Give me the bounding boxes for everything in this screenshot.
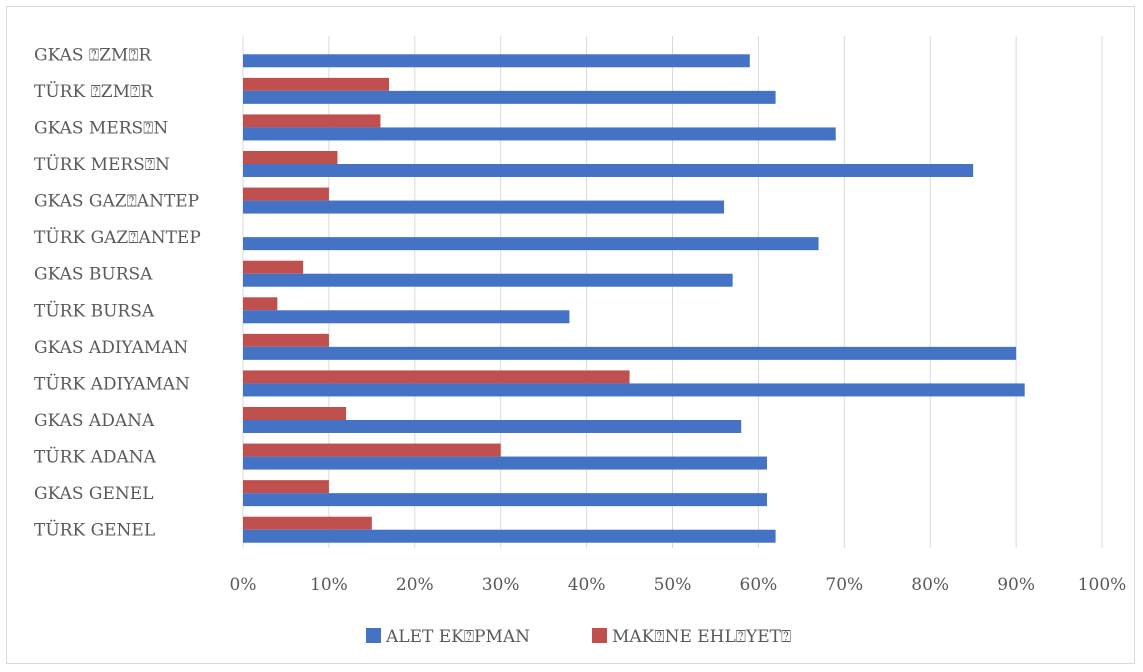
x-tick-label: 60% xyxy=(740,575,778,595)
legend-item-makine-ehliyeti-label: MAK⍰NE EHL⍰YET⍰ xyxy=(612,627,791,647)
bar-alet-ekipman xyxy=(243,456,767,470)
bar-alet-ekipman xyxy=(243,164,974,177)
bar-alet-ekipman xyxy=(243,383,1025,397)
bar-makine-ehliyeti xyxy=(243,151,338,164)
bar-alet-ekipman xyxy=(243,127,836,141)
category-label: GKAS BURSA xyxy=(34,265,153,285)
bar-alet-ekipman xyxy=(243,237,819,251)
bar-alet-ekipman xyxy=(243,200,725,214)
x-tick-label: 10% xyxy=(310,575,348,595)
bar-alet-ekipman xyxy=(243,273,733,287)
category-label: GKAS MERS⍰N xyxy=(34,118,168,138)
bar-makine-ehliyeti xyxy=(243,114,381,128)
category-label: GKAS GENEL xyxy=(34,484,153,504)
bar-alet-ekipman xyxy=(243,310,570,324)
category-label: TÜRK ⍰ZM⍰R xyxy=(34,81,154,102)
category-label: GKAS ADANA xyxy=(34,411,155,431)
legend-item-makine-ehliyeti-swatch xyxy=(592,628,607,643)
x-axis-tick-labels: 0% 10% 20% 30% 40% 50% 60% 70% 80% 90% 100% xyxy=(230,575,1127,595)
x-tick-label: 80% xyxy=(911,575,949,595)
bar-alet-ekipman xyxy=(243,346,1017,360)
bar-makine-ehliyeti xyxy=(243,443,501,457)
bar-makine-ehliyeti xyxy=(243,333,329,347)
category-label: TÜRK MERS⍰N xyxy=(34,154,170,175)
category-label: TÜRK GAZ⍰ANTEP xyxy=(34,227,201,248)
bar-makine-ehliyeti xyxy=(243,516,372,530)
bar-makine-ehliyeti xyxy=(243,260,304,274)
category-label: GKAS ADIYAMAN xyxy=(34,338,188,358)
x-tick-label: 0% xyxy=(230,575,257,595)
bar-makine-ehliyeti xyxy=(243,370,630,384)
x-tick-label: 100% xyxy=(1078,575,1127,595)
bar-makine-ehliyeti xyxy=(243,77,390,91)
bar-makine-ehliyeti xyxy=(243,407,347,420)
x-tick-label: 40% xyxy=(568,575,606,595)
x-tick-label: 30% xyxy=(482,575,520,595)
x-tick-label: 90% xyxy=(997,575,1035,595)
category-label: GKAS ⍰ZM⍰R xyxy=(34,45,153,65)
x-tick-label: 20% xyxy=(396,575,434,595)
legend: ALET EK⍰PMAN MAK⍰NE EHL⍰YET⍰ xyxy=(366,627,791,647)
chart-frame xyxy=(6,6,1135,664)
bar-alet-ekipman xyxy=(243,493,767,507)
category-label: TÜRK BURSA xyxy=(34,300,155,321)
category-labels: GKAS ⍰ZM⍰R TÜRK ⍰ZM⍰R GKAS MERS⍰N TÜRK MERS… xyxy=(34,45,201,540)
bar-makine-ehliyeti xyxy=(243,187,329,201)
legend-item-alet-ekipman-label: ALET EK⍰PMAN xyxy=(385,627,530,647)
bar-alet-ekipman xyxy=(243,420,742,433)
bars xyxy=(243,54,1025,543)
x-tick-label: 50% xyxy=(654,575,692,595)
category-label: TÜRK ADANA xyxy=(34,447,157,468)
x-tick-label: 70% xyxy=(825,575,863,595)
gridlines xyxy=(242,36,1103,548)
category-label: TÜRK ADIYAMAN xyxy=(34,373,190,394)
category-label: TÜRK GENEL xyxy=(34,520,155,541)
bar-alet-ekipman xyxy=(243,90,776,104)
legend-item-alet-ekipman-swatch xyxy=(366,628,381,643)
bar-makine-ehliyeti xyxy=(243,297,278,311)
bar-alet-ekipman xyxy=(243,54,750,68)
bar-alet-ekipman xyxy=(243,529,776,543)
category-label: GKAS GAZ⍰ANTEP xyxy=(34,192,199,212)
bar-makine-ehliyeti xyxy=(243,480,329,494)
